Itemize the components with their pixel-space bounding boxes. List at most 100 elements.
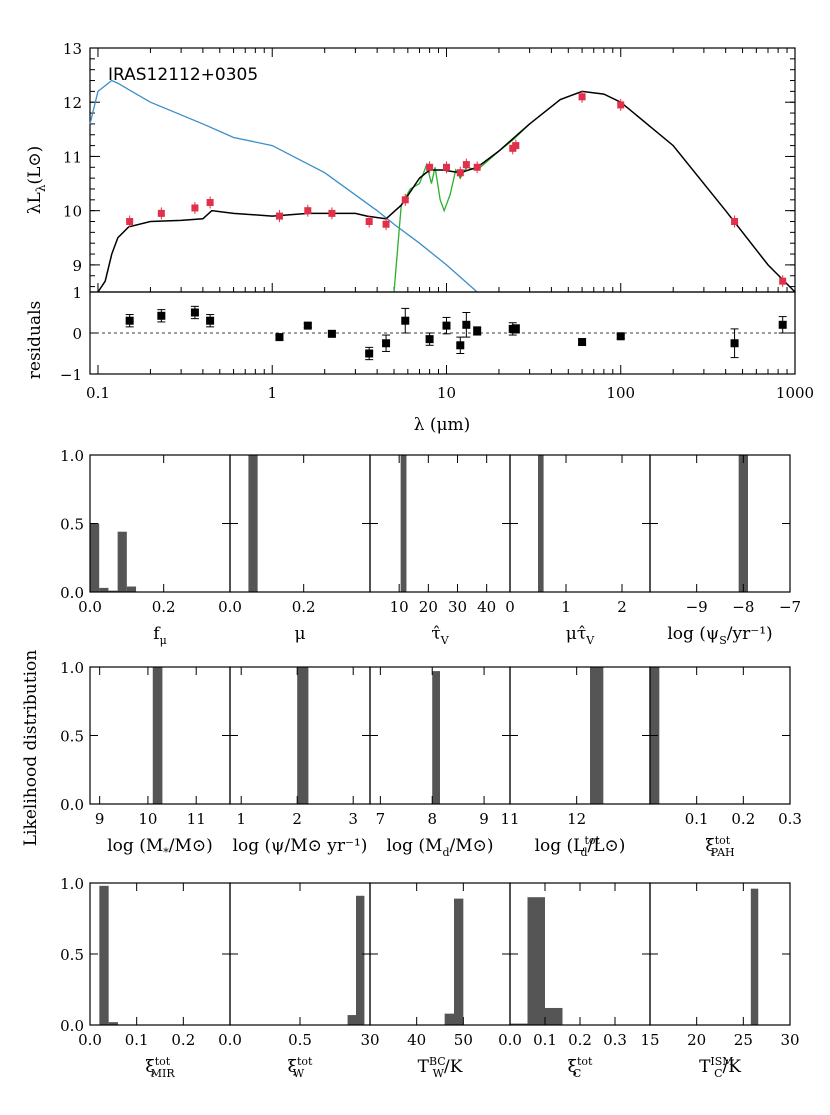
likelihood-bar: [347, 1015, 356, 1025]
likelihood-panel: 9 10 11 0.0 0.5 1.0 log (M*/M⊙): [60, 659, 231, 859]
likelihood-x-tick-label: 30: [780, 1031, 799, 1049]
likelihood-panel: 11 12 log (Ltot d/L⊙): [500, 666, 651, 859]
likelihood-x-tick-label: 3: [348, 810, 358, 828]
observed-point: [426, 163, 434, 171]
likelihood-x-tick-label: 0.0: [218, 598, 242, 616]
likelihood-panel: 0.1 0.2 0.3 ξtot PAH: [649, 666, 802, 859]
likelihood-x-tick-label: 11: [187, 810, 206, 828]
observed-point: [382, 220, 390, 228]
likelihood-bar: [750, 888, 759, 1025]
likelihood-panel: 0.0 0.2 μ: [218, 454, 371, 644]
observed-point: [473, 163, 481, 171]
likelihood-y-axis-label: Likelihood distribution: [21, 650, 41, 846]
mid-ir-spectrum-line: [393, 123, 531, 293]
observed-point: [365, 218, 373, 226]
residual-point: [616, 332, 625, 341]
likelihood-bar: [126, 586, 137, 592]
likelihood-bar: [510, 1023, 528, 1025]
likelihood-y-tick-label: 1.0: [60, 875, 84, 893]
observed-point: [442, 163, 450, 171]
residuals-y-tick-label: 1: [72, 284, 82, 302]
residual-point: [730, 339, 739, 348]
likelihood-x-tick-label: 2: [292, 810, 302, 828]
likelihood-bar: [297, 667, 309, 804]
likelihood-panel: 0.0 0.1 0.2 0.0 0.5 1.0 ξtot MIR: [60, 875, 231, 1080]
likelihood-x-tick-label: 12: [567, 810, 586, 828]
observed-point: [157, 209, 165, 217]
sed-y-axis-label-main: λL: [25, 192, 45, 214]
residual-point: [365, 349, 374, 358]
residual-point: [275, 333, 284, 342]
likelihood-x-axis-label: TISM C/K: [699, 1055, 741, 1080]
likelihood-y-tick-label: 0.0: [60, 584, 84, 602]
residuals-y-tick-label: 0: [72, 325, 82, 343]
sed-y-axis-label: λLλ(L⊙): [25, 146, 48, 215]
likelihood-panel: 30 40 50 TBC W/K: [360, 882, 511, 1080]
likelihood-x-tick-label: −8: [732, 598, 754, 616]
residual-point: [511, 324, 520, 333]
residual-point: [125, 316, 134, 325]
residual-point: [190, 308, 199, 317]
likelihood-bar: [117, 531, 127, 592]
likelihood-x-tick-label: 9: [479, 810, 489, 828]
likelihood-y-tick-label: 1.0: [60, 447, 84, 465]
likelihood-x-tick-label: 0.0: [78, 1031, 102, 1049]
likelihood-bar: [90, 523, 100, 592]
likelihood-x-tick-label: 20: [687, 1031, 706, 1049]
likelihood-frame: [89, 454, 231, 593]
likelihood-x-tick-label: 0.2: [568, 1031, 592, 1049]
residual-point: [157, 311, 166, 320]
likelihood-frame: [649, 666, 791, 805]
likelihood-panel: 10 20 30 40 τ̂V: [369, 454, 511, 647]
residuals-frame: [89, 291, 796, 375]
likelihood-x-tick-label: 40: [477, 598, 496, 616]
object-title: IRAS12112+0305: [108, 65, 258, 85]
likelihood-frame: [509, 454, 651, 593]
sed-x-axis-label: λ (μm): [414, 415, 471, 435]
sed-y-tick-label: 10: [63, 203, 82, 221]
residual-point: [456, 341, 465, 350]
likelihood-x-tick-label: 0.2: [171, 1031, 195, 1049]
likelihood-y-tick-label: 1.0: [60, 659, 84, 677]
likelihood-x-tick-label: 15: [640, 1031, 659, 1049]
likelihood-y-tick-label: 0.5: [60, 728, 84, 746]
likelihood-frame: [89, 882, 231, 1026]
likelihood-x-axis-label: ξtot C: [568, 1055, 593, 1080]
likelihood-frame: [369, 454, 511, 593]
likelihood-x-axis-label: log (M*/M⊙): [107, 836, 213, 859]
likelihood-x-tick-label: 10: [138, 810, 157, 828]
likelihood-y-tick-label: 0.5: [60, 516, 84, 534]
likelihood-bar: [444, 1013, 454, 1025]
likelihood-x-tick-label: 9: [95, 810, 105, 828]
sed-y-tick-label: 12: [63, 94, 82, 112]
likelihood-x-tick-label: 40: [407, 1031, 426, 1049]
likelihood-x-tick-label: 0.3: [603, 1031, 627, 1049]
residual-point: [382, 339, 391, 348]
sed-x-tick-label: 100: [606, 384, 635, 402]
likelihood-x-tick-label: −7: [779, 598, 801, 616]
likelihood-x-tick-label: 0.5: [288, 1031, 312, 1049]
likelihood-x-tick-label: 0.1: [125, 1031, 149, 1049]
likelihood-frame: [509, 666, 651, 805]
likelihood-y-tick-label: 0.0: [60, 796, 84, 814]
likelihood-x-tick-label: 0.2: [152, 598, 176, 616]
likelihood-x-tick-label: 0.0: [218, 1031, 242, 1049]
observed-point: [206, 199, 214, 207]
likelihood-panel: 0.0 0.5 ξtot W: [218, 882, 371, 1080]
likelihood-frame: [229, 882, 371, 1026]
observed-point: [512, 142, 520, 150]
likelihood-x-axis-label: fμ: [153, 624, 166, 647]
sed-y-tick-label: 13: [63, 40, 82, 58]
likelihood-frame: [369, 882, 511, 1026]
sed-x-tick-label: 1: [267, 384, 277, 402]
residual-point: [578, 338, 587, 347]
likelihood-panel: 0.0 0.1 0.2 0.3 ξtot C: [498, 882, 651, 1080]
likelihood-x-tick-label: 0.2: [292, 598, 316, 616]
likelihood-x-axis-label: μτ̂V: [566, 624, 595, 647]
likelihood-x-tick-label: 0: [505, 598, 515, 616]
likelihood-x-axis-label: log (Ltot d/L⊙): [535, 834, 626, 859]
likelihood-x-tick-label: 0.1: [533, 1031, 557, 1049]
likelihood-frame: [649, 882, 791, 1026]
